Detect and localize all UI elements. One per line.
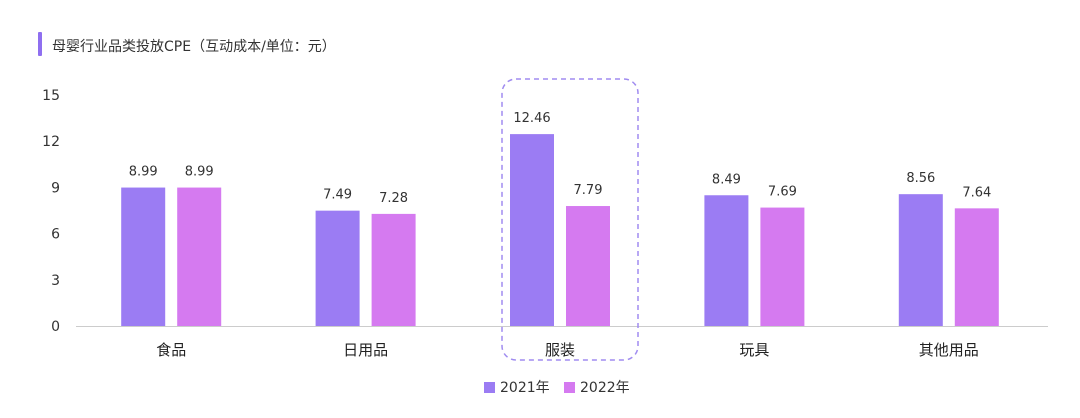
data-label: 7.69: [768, 185, 797, 200]
y-tick-label: 12: [42, 134, 60, 150]
bar-2022: [371, 213, 416, 326]
bar-2022: [954, 208, 999, 326]
legend-label: 2021年: [500, 380, 550, 396]
x-category-label: 服装: [545, 341, 575, 359]
data-label: 7.64: [962, 185, 991, 200]
bar-2021: [704, 195, 749, 326]
data-label: 8.99: [185, 165, 214, 180]
highlight-box: [501, 78, 639, 361]
data-label: 7.28: [379, 191, 408, 206]
data-label: 7.49: [323, 188, 352, 203]
bar-2022: [177, 187, 222, 326]
legend-label: 2022年: [580, 380, 630, 396]
x-category-label: 日用品: [343, 341, 388, 359]
legend-swatch-2021: [484, 382, 495, 393]
data-label: 8.99: [129, 165, 158, 180]
title-accent-bar: [38, 32, 42, 56]
y-tick-label: 15: [42, 88, 60, 104]
x-category-label: 其他用品: [919, 341, 979, 359]
plot-area: 0 3 6 9 12 15 8.99 8.99 食品 7.49 7.28 日用品 12.46 7.79 服装…: [42, 78, 1048, 396]
data-label: 8.49: [712, 172, 741, 187]
y-tick-label: 0: [51, 319, 60, 335]
x-category-label: 食品: [156, 341, 186, 359]
legend-swatch-2022: [564, 382, 575, 393]
data-label: 12.46: [513, 111, 550, 126]
y-tick-label: 9: [51, 180, 60, 196]
y-tick-label: 3: [51, 273, 60, 289]
data-label: 8.56: [906, 171, 935, 186]
bar-2022: [566, 206, 610, 326]
y-tick-label: 6: [51, 227, 60, 243]
bar-2021: [898, 194, 943, 326]
bar-2022: [760, 207, 805, 326]
bar-2021: [315, 210, 360, 326]
data-label: 7.79: [574, 183, 603, 198]
chart-title: 母婴行业品类投放CPE（互动成本/单位：元）: [52, 39, 336, 55]
bar-2021: [121, 187, 166, 326]
x-category-label: 玩具: [739, 341, 769, 359]
bar-2021: [510, 134, 554, 326]
